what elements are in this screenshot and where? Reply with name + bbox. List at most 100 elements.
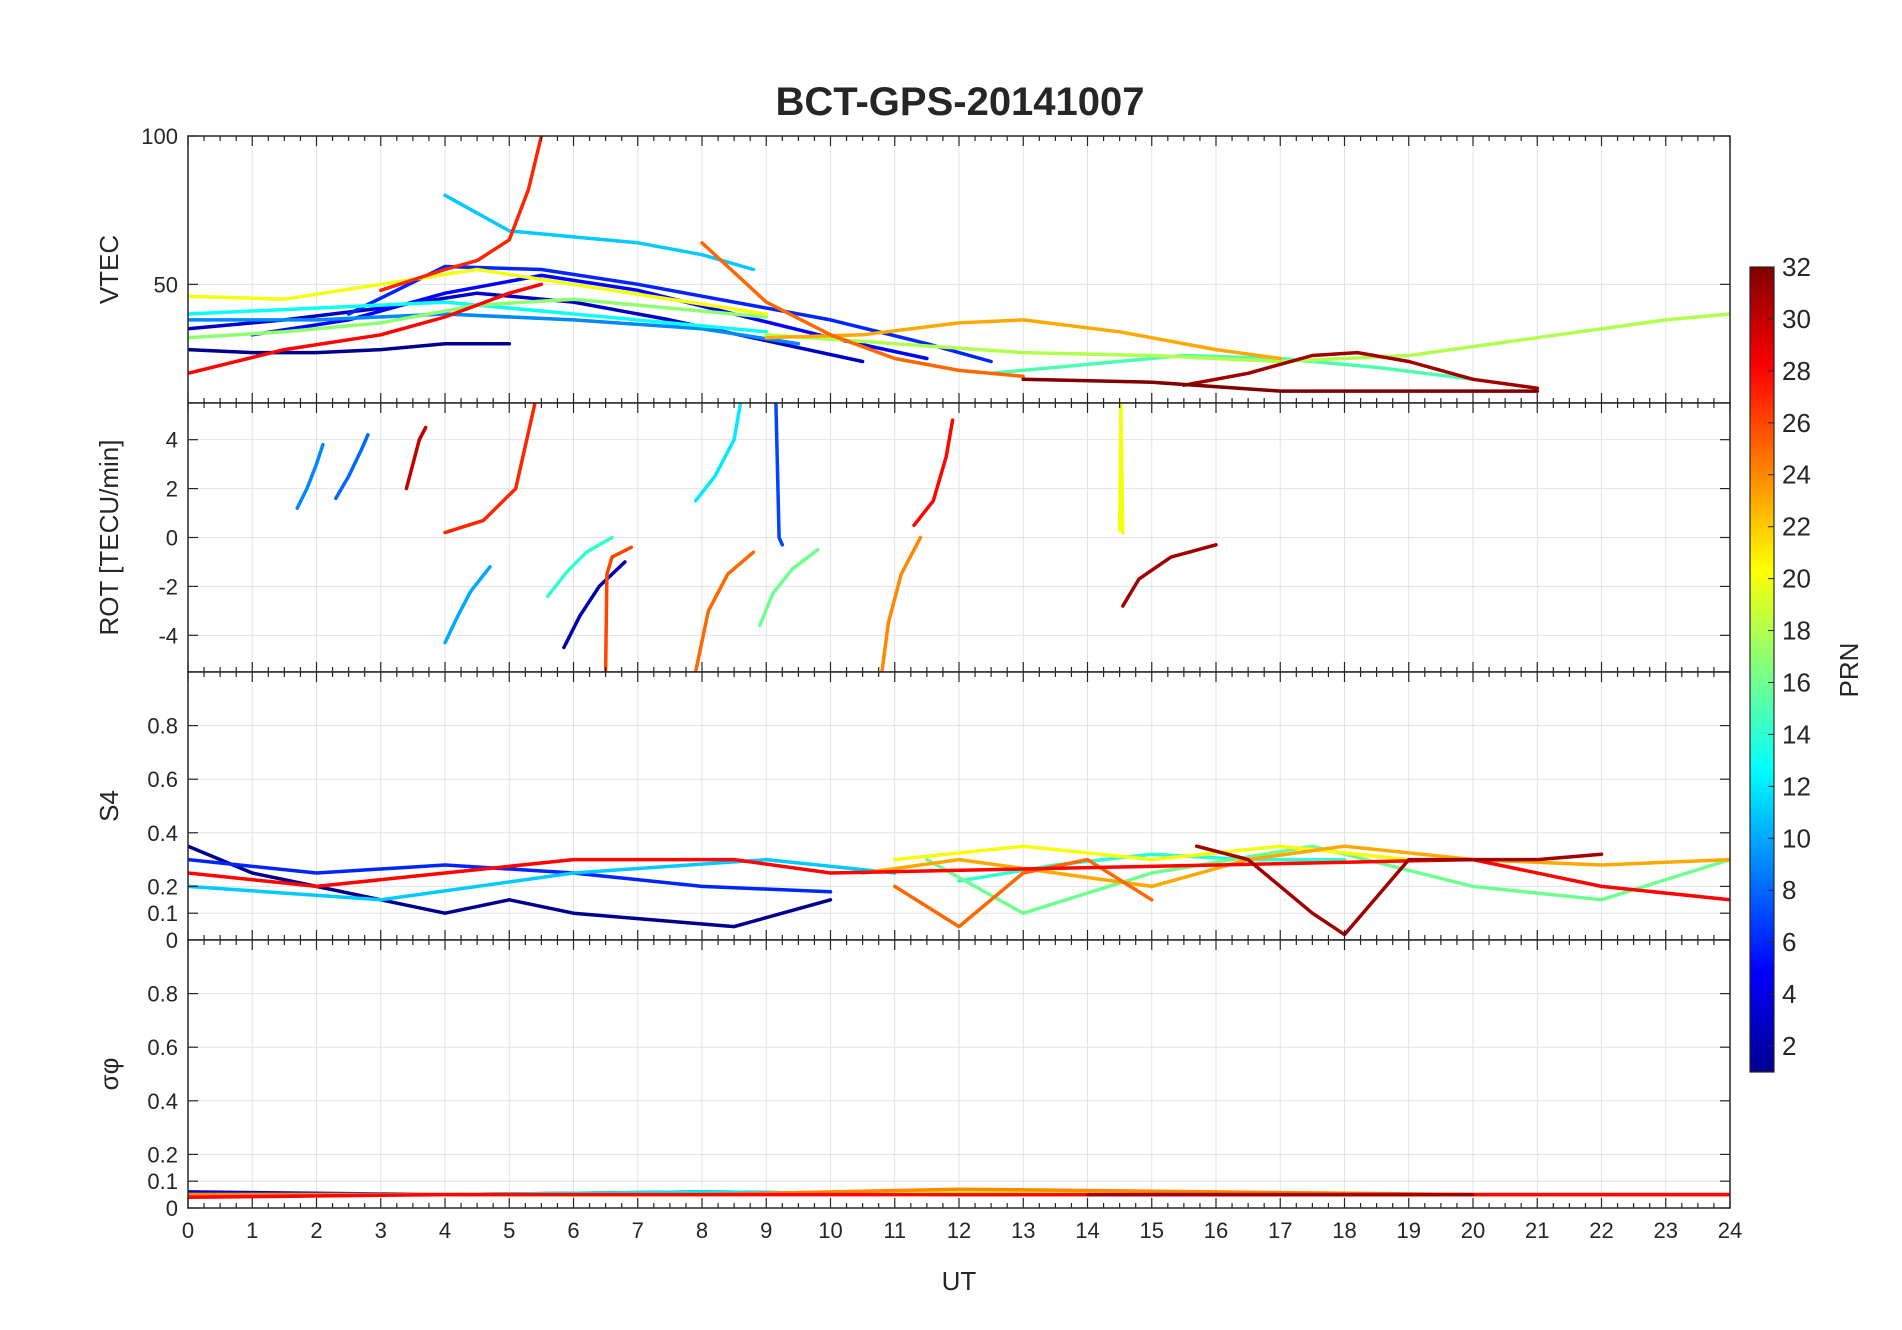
y-axis-label: σφ [94,1058,124,1091]
series-prn-27 [379,136,544,293]
y-tick-label: -4 [158,623,178,648]
series-group [188,1187,1730,1200]
x-tick-label: 11 [883,1218,906,1243]
y-tick-label: 0 [166,526,178,551]
series-prn-28 [912,418,955,528]
colorbar-tick-label: 6 [1782,927,1796,957]
series-prn-25 [700,241,1025,379]
series-group [295,403,1218,672]
x-tick-label: 23 [1654,1218,1678,1243]
series-prn-9 [188,312,801,346]
series-prn-20 [1117,403,1125,535]
y-tick-label: 0.4 [147,1089,178,1114]
panel-s4: 00.10.2 0.4 0.6 0.8 S4 [94,671,1731,953]
series-prn-16 [758,547,820,628]
series-prn-31 [1182,350,1540,390]
colorbar-tick-label: 14 [1782,719,1811,749]
colorbar-tick-label: 28 [1782,356,1811,386]
y-tick-label: 0.6 [147,767,178,792]
y-tick-label: -2 [158,574,178,599]
x-tick-label: 16 [1204,1218,1228,1243]
series-prn-2 [562,560,627,650]
y-axis-label: S4 [94,790,124,822]
series-prn-12 [693,403,743,503]
y-tick-label: 2 [166,477,178,502]
x-tick-label: 12 [947,1218,971,1243]
y-tick-label: 0.1 [147,901,178,926]
series-prn-6 [188,857,833,894]
x-tick-label: 0 [182,1218,194,1243]
series-prn-18 [764,312,1730,364]
series-prn-11 [443,193,756,272]
y-tick-label: 100 [141,124,178,149]
x-tick-label: 2 [310,1218,322,1243]
x-tick-label: 15 [1140,1218,1164,1243]
x-axis-label: UT [942,1266,977,1296]
y-tick-label: 50 [154,272,178,297]
colorbar-tick-label: 16 [1782,667,1811,697]
x-tick-label: 20 [1461,1218,1485,1243]
y-tick-label: 0.6 [147,1035,178,1060]
colorbar-tick-label: 30 [1782,304,1811,334]
series-prn-11 [188,857,897,902]
y-tick-label: 0 [166,1196,178,1221]
x-tick-label: 18 [1332,1218,1356,1243]
series-prn-8 [334,433,370,501]
x-tick-label: 22 [1589,1218,1613,1243]
y-axis-label: ROT [TECU/min] [94,440,124,636]
series-prn-25 [893,857,1154,929]
x-tick-label: 17 [1268,1218,1292,1243]
x-tick-label: 24 [1718,1218,1742,1243]
series-group [188,136,1730,393]
x-tick-label: 10 [818,1218,842,1243]
colorbar-gradient [1749,266,1775,1073]
y-tick-label: 0.4 [147,821,178,846]
x-tick-label: 7 [632,1218,644,1243]
y-axis-label: VTEC [94,235,124,304]
colorbar-tick-label: 10 [1782,823,1811,853]
series-prn-23 [764,318,1283,361]
y-tick-label: 0 [166,928,178,953]
x-tick-label: 14 [1075,1218,1099,1243]
series-prn-5 [250,273,929,361]
series-prn-16 [925,844,1730,915]
colorbar-tick-label: 8 [1782,875,1796,905]
x-tick-label: 5 [503,1218,515,1243]
series-prn-32 [1021,377,1540,393]
series-prn-1 [188,844,833,929]
series-prn-27 [443,403,537,535]
x-tick-label: 8 [696,1218,708,1243]
x-tick-label: 4 [439,1218,451,1243]
series-prn-7 [774,403,785,547]
panel-rot: -4 -2 0 2 4 ROT [TECU/min] [94,402,1731,673]
y-tick-label: 4 [166,428,178,453]
chart-title: BCT-GPS-20141007 [775,80,1144,124]
colorbar-tick-label: 20 [1782,564,1811,594]
colorbar-tick-label: 26 [1782,408,1811,438]
series-prn-15 [989,353,1475,382]
panel-sigma_phi: 00.10.2 0.4 0.6 0.8 σφ [94,939,1731,1221]
panel-vtec: 50 100 VTEC [94,124,1731,404]
series-prn-13 [188,300,769,334]
y-tick-label: 0.8 [147,982,178,1007]
series-prn-31 [1121,543,1218,608]
series-prn-1 [188,341,512,355]
colorbar-tick-label: 2 [1782,1031,1796,1061]
colorbar-label: PRN [1834,643,1864,698]
series-prn-30 [404,425,428,491]
y-tick-label: 0.8 [147,714,178,739]
x-tick-label: 13 [1011,1218,1035,1243]
colorbar-tick-label: 12 [1782,771,1811,801]
x-tick-label: 3 [375,1218,387,1243]
colorbar-tick-label: 18 [1782,616,1811,646]
x-axis: 0 1 2 3 4 5 6 7 8 9 10 11 12 13 14 15 16 17 18 19 20 21 22 23 24 [182,1218,1742,1243]
colorbar-tick-label: 22 [1782,512,1811,542]
x-tick-label: 9 [760,1218,772,1243]
series-prn-26 [603,545,634,672]
series-prn-20 [188,267,769,316]
x-tick-label: 6 [567,1218,579,1243]
series-prn-28 [188,857,1730,902]
